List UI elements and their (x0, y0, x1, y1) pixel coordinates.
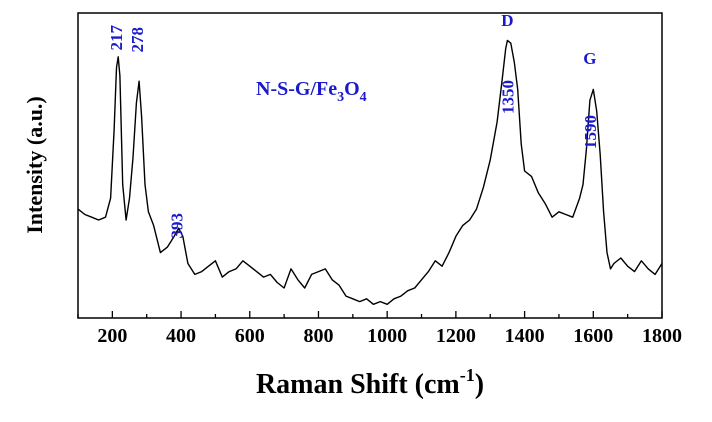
x-tick-label: 200 (97, 325, 127, 347)
x-tick-label: 1600 (573, 325, 613, 347)
x-tick-label: 800 (303, 325, 333, 347)
peak-label-1350: 1350 (498, 80, 517, 114)
spectrum-line (77, 39, 663, 305)
x-tick-label: 1800 (642, 325, 682, 347)
peak-label-d: D (501, 11, 513, 30)
spectrum-series (77, 39, 663, 305)
x-title-main: Raman Shift (cm (256, 369, 460, 400)
sample-label-part: 3 (337, 90, 344, 105)
x-title-superscript: -1 (460, 365, 475, 385)
x-tick-label: 1200 (436, 325, 476, 347)
sample-label: N-S-G/Fe3O4 (256, 78, 367, 105)
x-axis-tick-labels: 200 400 600 800 1000 1200 1400 1600 1800 (97, 325, 682, 347)
sample-label-part: O (344, 78, 360, 100)
sample-label-part: 4 (360, 90, 367, 105)
peak-label-1590: 1590 (581, 115, 600, 149)
x-tick-label: 1400 (505, 325, 545, 347)
x-tick-label: 400 (166, 325, 196, 347)
peak-label-393: 393 (168, 213, 187, 239)
sample-label-part: N-S-G/Fe (256, 78, 337, 100)
x-title-close: ) (475, 369, 484, 400)
x-tick-label: 1000 (367, 325, 407, 347)
y-axis-title: Intensity (a.u.) (22, 96, 47, 234)
peak-annotations: 217 278 393 1350 1590 D G (107, 11, 600, 239)
x-axis-title: Raman Shift (cm-1) (256, 365, 484, 400)
x-tick-label: 600 (235, 325, 265, 347)
peak-label-217: 217 (107, 24, 126, 50)
x-axis-ticks (77, 311, 663, 318)
peak-label-g: G (583, 49, 596, 68)
plot-frame (77, 12, 663, 319)
peak-label-278: 278 (128, 27, 147, 53)
